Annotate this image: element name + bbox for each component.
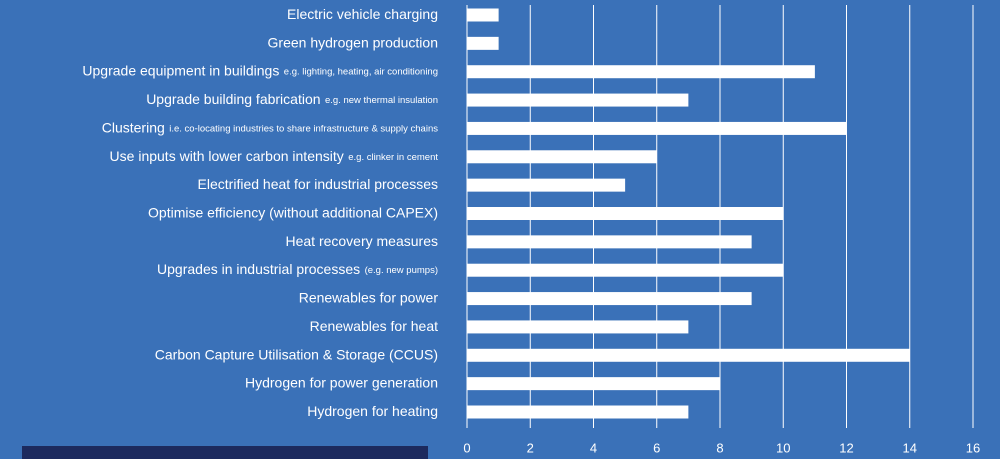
y-tick-label: Clustering i.e. co-locating industries t… bbox=[102, 119, 439, 137]
y-tick-label: Upgrade equipment in buildings e.g. ligh… bbox=[82, 62, 438, 80]
y-tick-label: Upgrade building fabrication e.g. new th… bbox=[146, 91, 438, 109]
bar bbox=[467, 377, 720, 391]
x-tick-label: 2 bbox=[527, 440, 534, 455]
bar bbox=[467, 178, 626, 192]
x-tick-label: 10 bbox=[776, 440, 790, 455]
bar bbox=[467, 235, 752, 249]
x-tick-label: 14 bbox=[903, 440, 917, 455]
category-name: Use inputs with lower carbon intensity bbox=[110, 147, 344, 163]
bar bbox=[467, 320, 689, 334]
category-name: Clustering bbox=[102, 119, 165, 135]
bar bbox=[467, 121, 847, 135]
category-note: (e.g. new pumps) bbox=[365, 265, 438, 276]
y-tick-label: Upgrades in industrial processes (e.g. n… bbox=[157, 261, 438, 279]
category-note: e.g. new thermal insulation bbox=[325, 95, 438, 106]
y-tick-label: Green hydrogen production bbox=[268, 34, 438, 50]
x-tick-label: 16 bbox=[966, 440, 980, 455]
bar bbox=[467, 405, 689, 419]
y-tick-label: Electric vehicle charging bbox=[287, 6, 438, 22]
x-tick-label: 12 bbox=[839, 440, 853, 455]
bar bbox=[467, 348, 910, 362]
x-tick-label: 0 bbox=[463, 440, 470, 455]
category-name: Green hydrogen production bbox=[268, 34, 438, 50]
bar bbox=[467, 65, 815, 79]
y-tick-label: Hydrogen for power generation bbox=[245, 374, 438, 390]
y-tick-label: Carbon Capture Utilisation & Storage (CC… bbox=[155, 346, 438, 362]
y-tick-label: Electrified heat for industrial processe… bbox=[198, 176, 438, 192]
category-name: Renewables for heat bbox=[310, 318, 439, 334]
category-name: Electric vehicle charging bbox=[287, 6, 438, 22]
y-tick-label: Heat recovery measures bbox=[285, 233, 438, 249]
category-name: Electrified heat for industrial processe… bbox=[198, 176, 438, 192]
y-tick-label: Use inputs with lower carbon intensity e… bbox=[110, 147, 439, 165]
y-tick-label: Renewables for power bbox=[299, 289, 439, 305]
bar bbox=[467, 207, 784, 220]
bar bbox=[467, 292, 752, 306]
x-tick-label: 6 bbox=[653, 440, 660, 455]
category-note: e.g. lighting, heating, air conditioning bbox=[284, 66, 438, 77]
category-name: Heat recovery measures bbox=[285, 233, 438, 249]
y-tick-label: Hydrogen for heating bbox=[307, 403, 438, 419]
footer-panel bbox=[22, 446, 428, 459]
category-name: Hydrogen for power generation bbox=[245, 374, 438, 390]
bar bbox=[467, 263, 784, 277]
bar bbox=[467, 93, 689, 107]
bar bbox=[467, 8, 499, 22]
category-name: Hydrogen for heating bbox=[307, 403, 438, 419]
x-tick-label: 4 bbox=[590, 440, 597, 455]
category-name: Renewables for power bbox=[299, 289, 439, 305]
category-note: e.g. clinker in cement bbox=[348, 151, 438, 162]
category-name: Upgrade equipment in buildings bbox=[82, 62, 279, 78]
category-name: Optimise efficiency (without additional … bbox=[148, 204, 438, 220]
category-name: Upgrade building fabrication bbox=[146, 91, 320, 107]
bar bbox=[467, 36, 499, 50]
bar bbox=[467, 150, 657, 164]
y-tick-label: Renewables for heat bbox=[310, 318, 439, 334]
x-tick-label: 8 bbox=[716, 440, 723, 455]
category-note: i.e. co-locating industries to share inf… bbox=[169, 123, 438, 134]
category-name: Carbon Capture Utilisation & Storage (CC… bbox=[155, 346, 438, 362]
category-name: Upgrades in industrial processes bbox=[157, 261, 360, 277]
y-tick-label: Optimise efficiency (without additional … bbox=[148, 204, 438, 220]
